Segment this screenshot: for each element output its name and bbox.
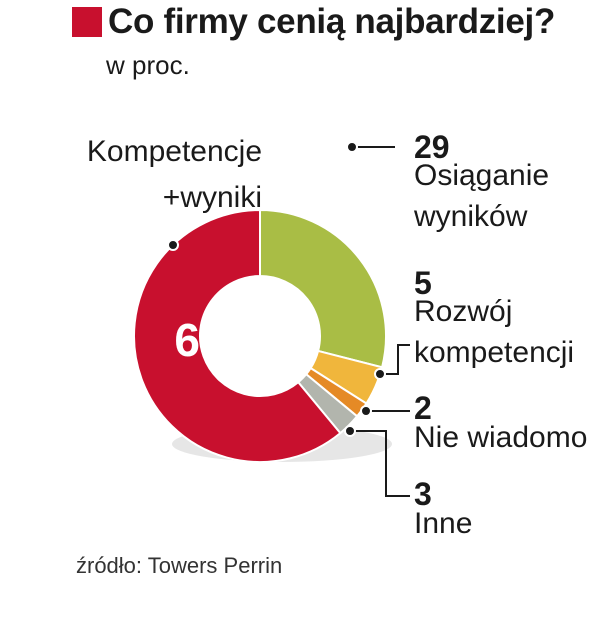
slice-4 [133,208,342,463]
category-label-0-1: wyników [413,200,528,233]
leader-dot-2 [360,405,372,417]
leader-dot-1 [374,368,386,380]
data-label-0: 29 [414,129,450,165]
chart-title: Co firmy cenią najbardziej? [108,2,556,41]
category-label-2-0: Nie wiadomo [414,421,587,454]
category-label-1-1: kompetencji [414,336,574,369]
leader-dot-0 [346,141,358,153]
category-label-1-0: Rozwój [414,295,512,328]
category-label-3-0: Inne [414,507,472,540]
leader-dot-3 [344,425,356,437]
category-label-4-0: Kompetencje [87,135,262,168]
source-note: źródło: Towers Perrin [76,553,283,578]
slice-0 [259,208,387,369]
category-label-4-1: +wyniki [163,181,262,214]
data-label-3: 3 [414,476,432,512]
leader-dot-4 [167,239,179,251]
data-label-4: 61 [174,314,225,366]
leader-line-3 [350,430,410,497]
data-label-1: 5 [414,265,432,301]
chart-subtitle: w proc. [106,50,190,80]
data-label-2: 2 [414,390,432,426]
title-marker-square [72,7,102,37]
chart-title-block: Co firmy cenią najbardziej? [72,2,555,42]
category-label-0-0: Osiąganie [414,159,549,192]
leader-line-1 [380,344,410,375]
